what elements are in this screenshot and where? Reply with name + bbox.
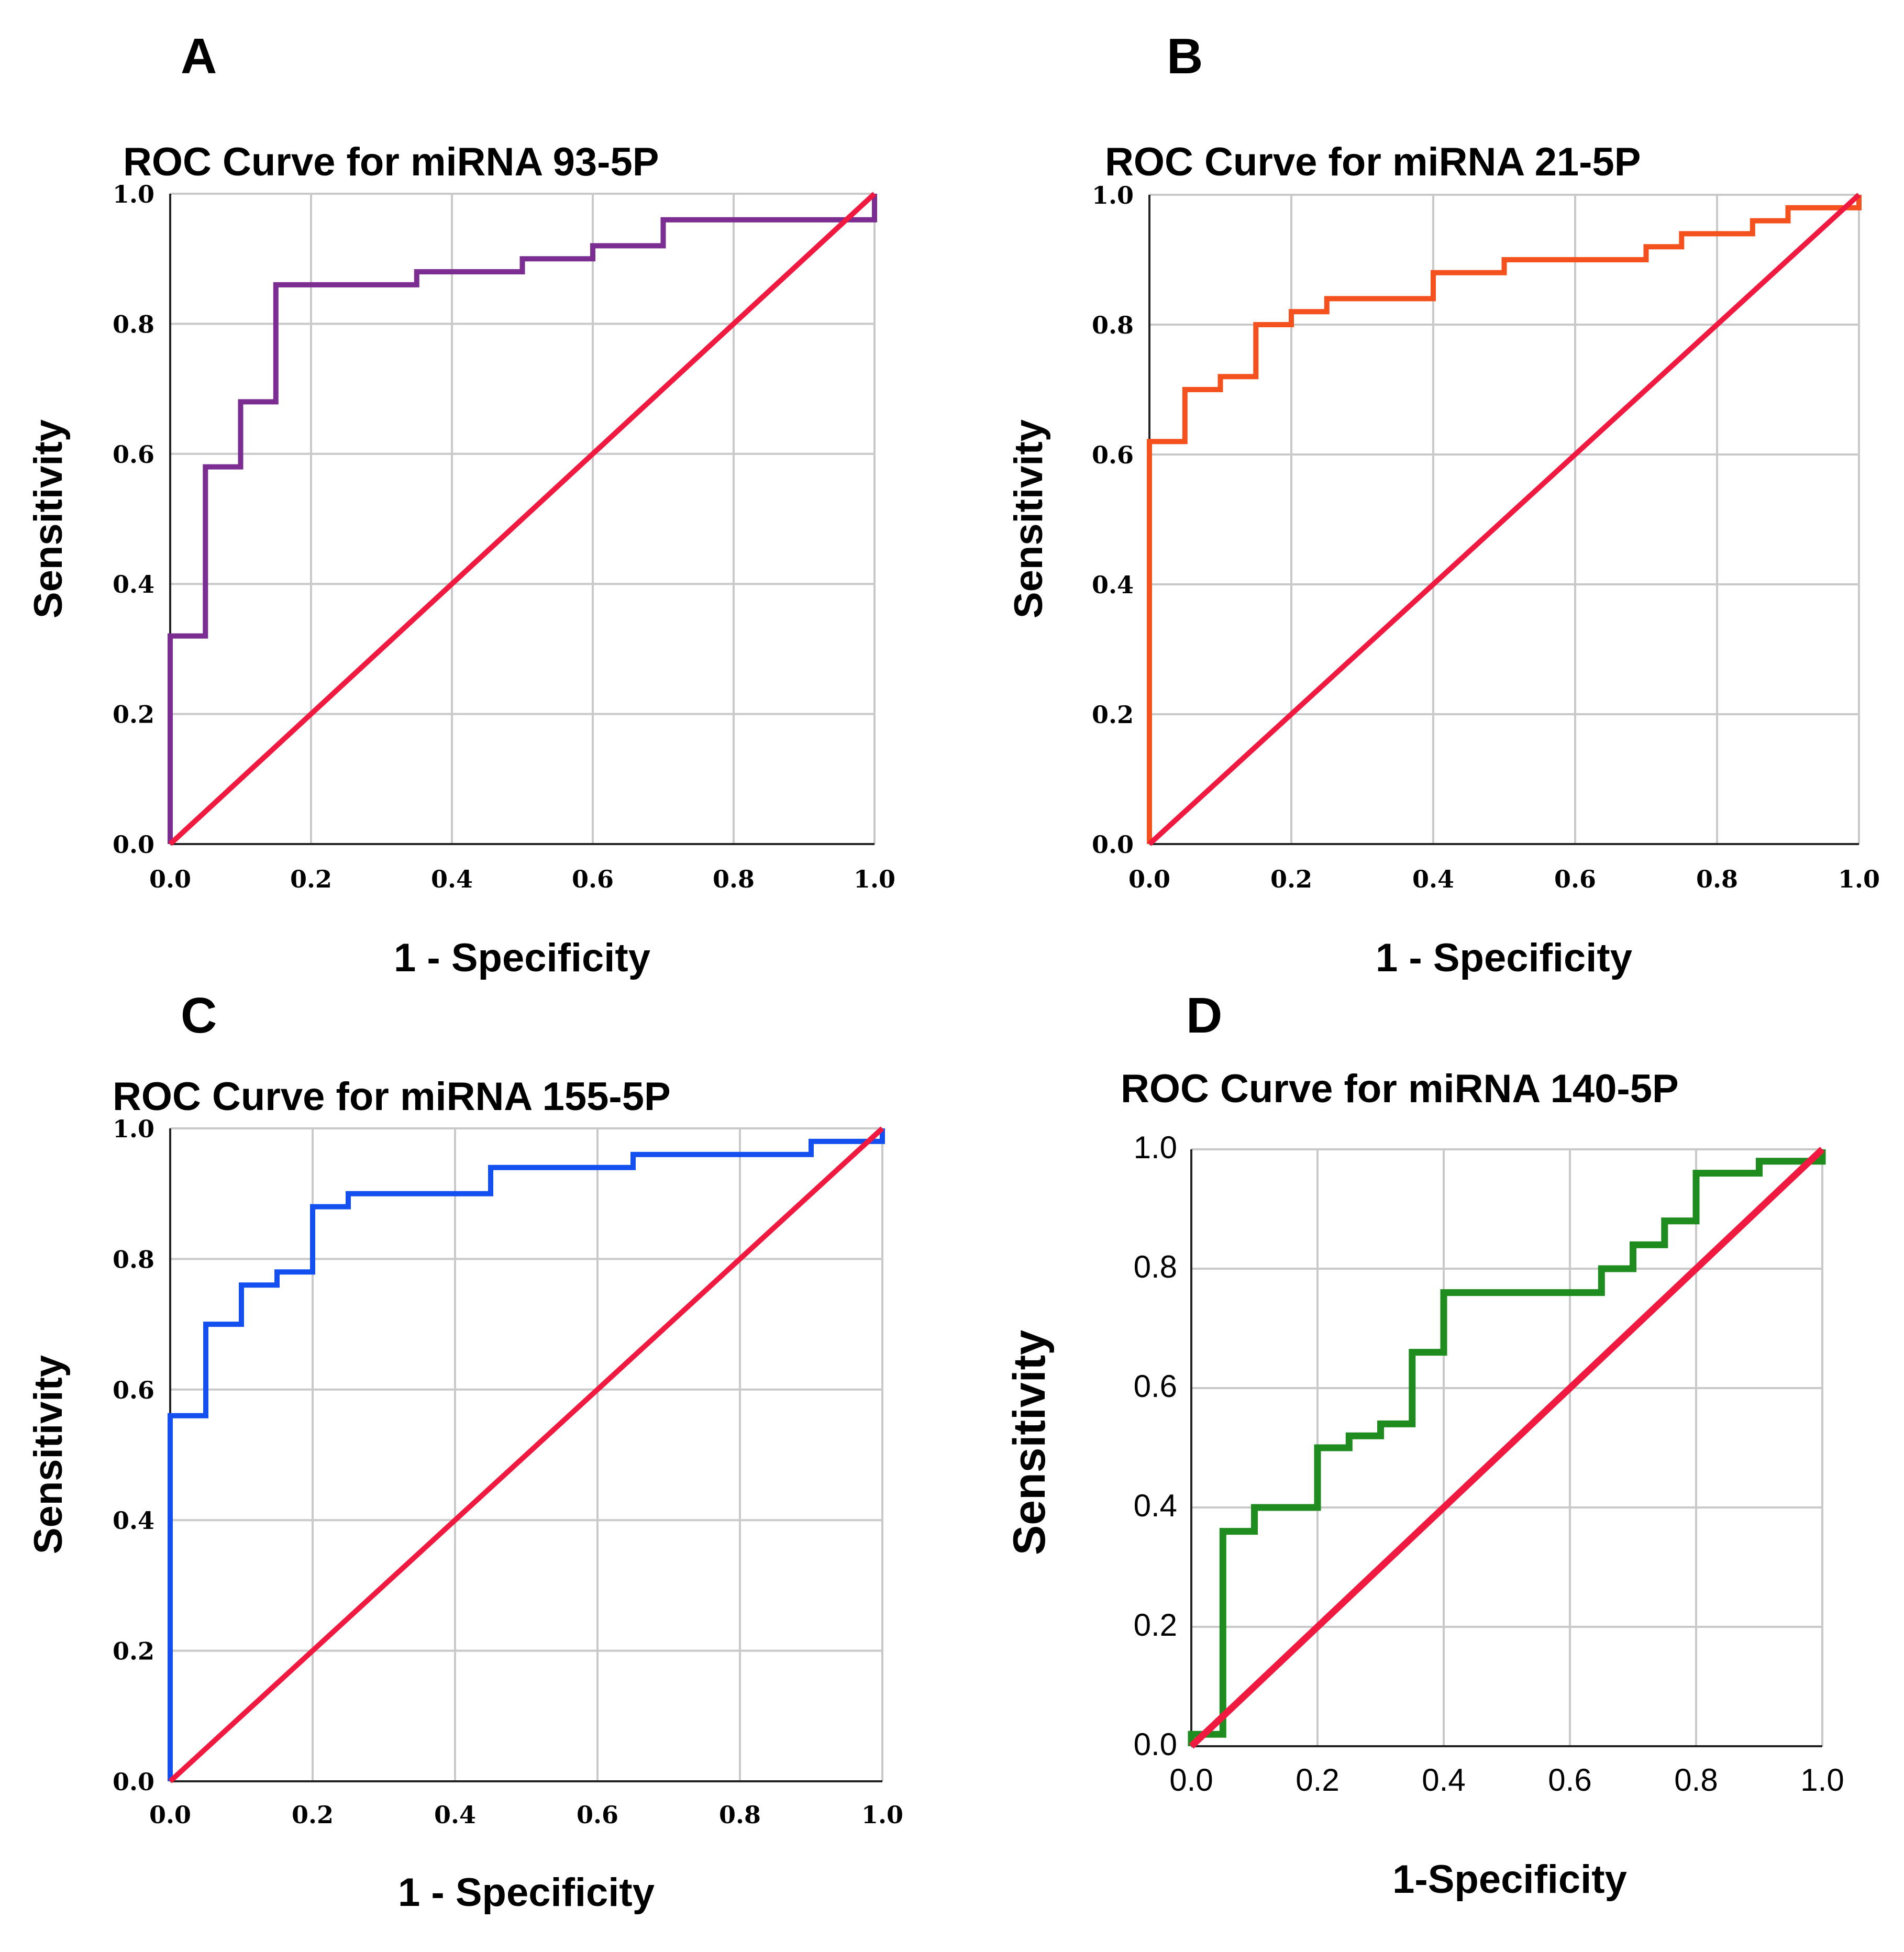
y-tick-label: 1.0 [1134, 1130, 1177, 1165]
y-tick-label: 0.6 [113, 440, 154, 469]
panel-letter: B [1167, 28, 1203, 84]
y-axis-label: Sensitivity [26, 419, 71, 618]
x-tick-label: 0.2 [292, 1801, 334, 1829]
x-tick-label: 0.8 [713, 865, 755, 893]
y-tick-label: 0.2 [1092, 701, 1134, 729]
x-axis-label: 1 - Specificity [1376, 936, 1632, 980]
chart-title: ROC Curve for miRNA 140-5P [1121, 1067, 1679, 1111]
y-axis-label: Sensitivity [1006, 419, 1051, 618]
y-tick-label: 1.0 [1092, 181, 1134, 209]
chart-title: ROC Curve for miRNA 155-5P [113, 1074, 671, 1119]
panel-letter: A [181, 28, 217, 84]
y-tick-label: 0.8 [1134, 1249, 1177, 1284]
x-tick-label: 0.4 [1422, 1762, 1465, 1798]
panel-a: A ROC Curve for miRNA 93-5P 0.0 0.2 0.4 0.6 0.… [26, 28, 895, 980]
x-tick-label: 0.2 [1270, 865, 1312, 893]
y-tick-label: 0.4 [113, 570, 154, 598]
roc-curve-line [1147, 195, 1862, 844]
y-tick-label: 1.0 [113, 180, 154, 208]
panel-d: D ROC Curve for miRNA 140-5P 0.0 0.2 0.4 0.6 0… [1004, 988, 1844, 1902]
panel-b: B ROC Curve for miRNA 21-5P 0.0 0.2 0.4 0.6 0.… [1006, 28, 1880, 980]
roc-curve-line [168, 194, 877, 844]
y-tick-label: 0.0 [113, 1768, 154, 1796]
y-tick-label: 0.6 [1092, 441, 1134, 469]
x-tick-label: 0.4 [431, 865, 473, 893]
y-tick-label: 0.8 [1092, 311, 1134, 339]
x-axis-label: 1 - Specificity [398, 1870, 655, 1915]
y-tick-label: 0.2 [113, 701, 154, 729]
x-tick-label: 0.6 [1554, 865, 1596, 893]
x-tick-label: 0.0 [149, 1801, 191, 1829]
chart-title: ROC Curve for miRNA 93-5P [123, 140, 659, 184]
y-tick-label: 0.2 [113, 1637, 154, 1666]
x-axis-label: 1 - Specificity [394, 936, 650, 980]
x-tick-label: 0.4 [1412, 865, 1454, 893]
y-axis-label: Sensitivity [1004, 1330, 1055, 1555]
y-tick-label: 0.4 [1092, 571, 1134, 599]
y-tick-label: 0.8 [113, 1245, 154, 1273]
x-tick-label: 0.4 [434, 1801, 476, 1829]
x-tick-label: 1.0 [854, 865, 895, 893]
reference-line [168, 1126, 884, 1783]
y-tick-label: 0.4 [113, 1506, 154, 1535]
reference-line [168, 192, 877, 846]
panel-c: C ROC Curve for miRNA 155-5P 0.0 0.2 0.4 0.6 0… [26, 988, 903, 1915]
x-tick-label: 0.2 [1296, 1762, 1339, 1798]
panel-letter: D [1186, 988, 1222, 1044]
panel-letter: C [181, 988, 217, 1044]
roc-curve-line [168, 1128, 885, 1781]
y-tick-label: 0.0 [113, 830, 154, 859]
x-axis-label: 1-Specificity [1392, 1857, 1627, 1902]
x-tick-label: 1.0 [1838, 865, 1880, 893]
x-tick-label: 0.0 [1128, 865, 1170, 893]
chart-title: ROC Curve for miRNA 21-5P [1105, 140, 1641, 184]
x-tick-label: 0.6 [577, 1801, 618, 1829]
x-tick-label: 1.0 [1800, 1762, 1844, 1798]
x-tick-label: 0.6 [1548, 1762, 1591, 1798]
reference-line [1189, 1147, 1825, 1749]
x-tick-label: 0.2 [290, 865, 332, 893]
y-tick-label: 0.6 [1134, 1369, 1177, 1404]
y-tick-label: 0.4 [1134, 1488, 1177, 1523]
x-tick-label: 0.0 [149, 865, 191, 893]
x-tick-label: 1.0 [861, 1801, 903, 1829]
x-tick-label: 0.6 [572, 865, 614, 893]
y-tick-label: 0.0 [1092, 830, 1134, 859]
y-axis-label: Sensitivity [26, 1355, 71, 1554]
y-tick-label: 0.0 [1134, 1727, 1177, 1762]
y-tick-label: 0.2 [1134, 1607, 1177, 1643]
roc-curve-line [1188, 1149, 1826, 1746]
reference-line [1147, 193, 1861, 846]
x-tick-label: 0.8 [1674, 1762, 1718, 1798]
x-tick-label: 0.8 [719, 1801, 761, 1829]
x-tick-label: 0.0 [1169, 1762, 1213, 1798]
y-tick-label: 0.8 [113, 310, 154, 338]
y-tick-label: 0.6 [113, 1376, 154, 1404]
x-tick-label: 0.8 [1696, 865, 1738, 893]
y-tick-label: 1.0 [113, 1115, 154, 1143]
